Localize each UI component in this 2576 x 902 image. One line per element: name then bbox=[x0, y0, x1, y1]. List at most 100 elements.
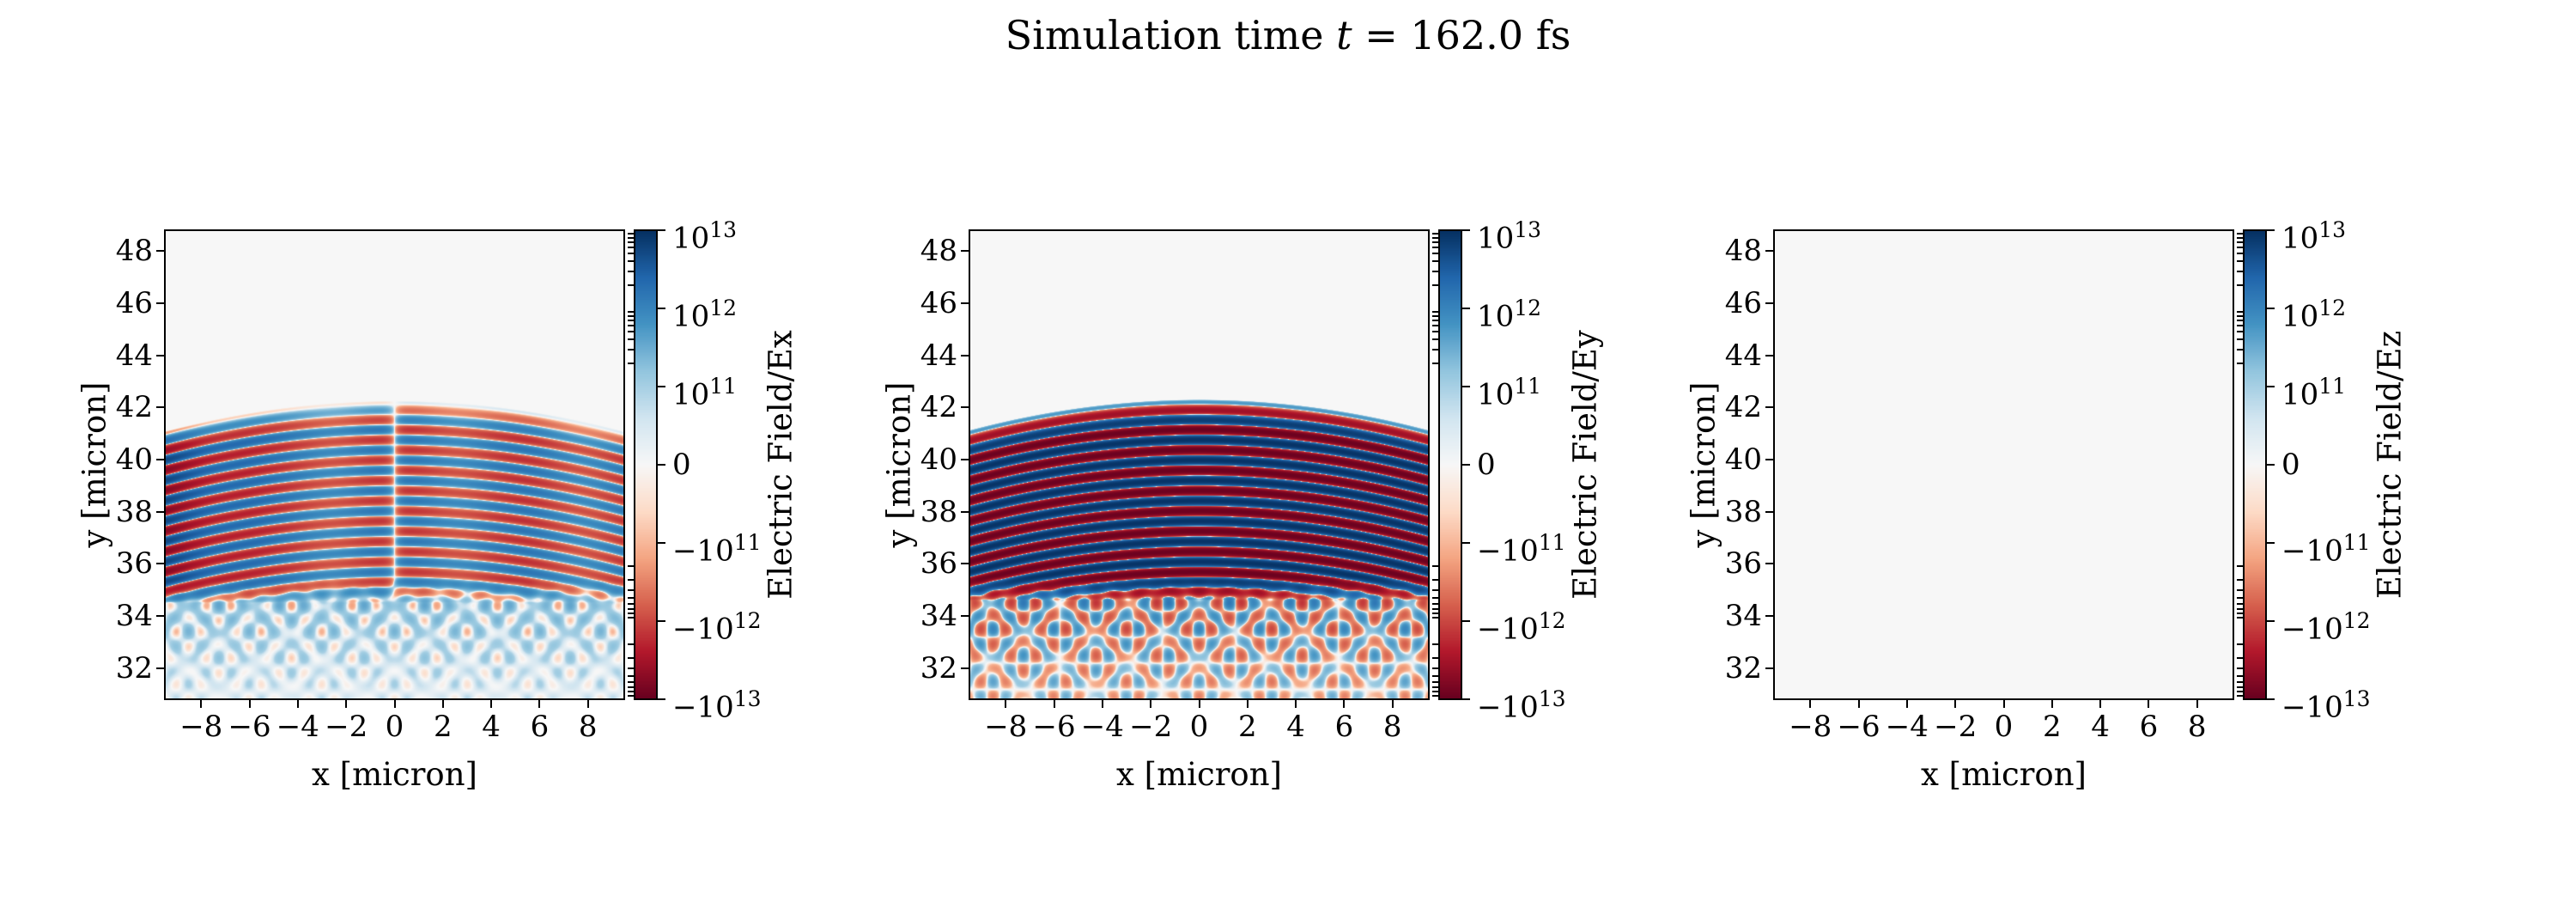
y-tick-label: 48 bbox=[1724, 234, 1762, 269]
x-tick-label: 4 bbox=[482, 710, 501, 744]
y-tick-mark bbox=[156, 563, 165, 565]
colorbar-gradient bbox=[1439, 230, 1461, 699]
y-tick-mark bbox=[961, 302, 969, 304]
colorbar-minor-tick bbox=[1432, 236, 1439, 239]
colorbar-minor-tick bbox=[1432, 247, 1439, 249]
colorbar-minor-tick bbox=[2237, 314, 2244, 317]
x-tick-label: 2 bbox=[2042, 710, 2062, 744]
y-tick-mark bbox=[156, 458, 165, 460]
colorbar-minor-tick bbox=[1432, 680, 1439, 683]
y-tick-label: 48 bbox=[920, 234, 957, 269]
colorbar-minor-tick bbox=[2237, 247, 2244, 249]
colorbar-minor-tick bbox=[628, 686, 635, 688]
y-tick-mark bbox=[1765, 302, 1774, 304]
colorbar-minor-tick bbox=[2237, 325, 2244, 327]
colorbar-tick-label: 1011 bbox=[672, 374, 738, 412]
colorbar-minor-tick bbox=[1432, 325, 1439, 327]
colorbar-minor-tick bbox=[628, 613, 635, 615]
x-tick-label-container: −8 −6 −4 −2 0 2 4 6 8 bbox=[1774, 710, 2233, 747]
colorbar-minor-tick bbox=[1432, 602, 1439, 605]
x-tick-mark bbox=[296, 699, 299, 708]
colorbar-minor-tick bbox=[1432, 331, 1439, 333]
x-tick-mark bbox=[1150, 699, 1152, 708]
y-tick-label: 36 bbox=[920, 546, 957, 582]
y-tick-label: 32 bbox=[115, 650, 153, 686]
colorbar-tick-mark bbox=[2267, 620, 2275, 622]
y-tick-label: 34 bbox=[1724, 598, 1762, 633]
x-tick-mark bbox=[1101, 699, 1103, 708]
colorbar-tick-mark bbox=[658, 308, 665, 309]
x-tick-label: 0 bbox=[385, 710, 404, 744]
y-tick-label: 36 bbox=[115, 546, 153, 582]
x-tick-label: 0 bbox=[1994, 710, 2014, 744]
y-tick-mark bbox=[1765, 614, 1774, 617]
y-tick-label: 44 bbox=[1724, 338, 1762, 373]
colorbar-axis-label: Electric Field/Ey bbox=[1566, 330, 1604, 600]
colorbar-minor-tick bbox=[628, 667, 635, 669]
y-tick-label: 44 bbox=[920, 338, 957, 373]
colorbar-minor-tick bbox=[1432, 691, 1439, 693]
colorbar-minor-tick bbox=[628, 691, 635, 693]
colorbar-minor-tick bbox=[1432, 657, 1439, 660]
x-tick-label: −2 bbox=[1129, 710, 1173, 744]
y-tick-label: 46 bbox=[1724, 285, 1762, 320]
y-tick-mark bbox=[156, 406, 165, 409]
colorbar-tick-mark bbox=[2267, 542, 2275, 544]
colorbar-tick-label: 1013 bbox=[2281, 217, 2347, 256]
colorbar-minor-tick bbox=[628, 362, 635, 364]
y-tick-mark bbox=[1765, 563, 1774, 565]
colorbar-tick-label: −1012 bbox=[1477, 608, 1566, 647]
colorbar-minor-tick bbox=[1432, 338, 1439, 341]
x-tick-mark bbox=[1053, 699, 1055, 708]
colorbar-minor-tick bbox=[628, 270, 635, 272]
x-tick-label: −2 bbox=[1934, 710, 1978, 744]
colorbar-minor-tick bbox=[1432, 270, 1439, 272]
x-tick-label-container: −8 −6 −4 −2 0 2 4 6 8 bbox=[165, 710, 624, 747]
x-tick-label-container: −8 −6 −4 −2 0 2 4 6 8 bbox=[969, 710, 1429, 747]
colorbar-minor-tick bbox=[1432, 616, 1439, 619]
colorbar-minor-tick bbox=[628, 236, 635, 239]
x-tick-label: −4 bbox=[276, 710, 319, 744]
colorbar-minor-tick bbox=[628, 607, 635, 610]
colorbar-minor-tick bbox=[628, 311, 635, 314]
colorbar-ey: Electric Field/Ey 1013 1012 1011 0 −1011 −101… bbox=[1432, 217, 1765, 724]
x-tick-label: −6 bbox=[1837, 710, 1880, 744]
colorbar-tick-label: 1011 bbox=[1477, 374, 1542, 412]
colorbar-tick-mark bbox=[658, 464, 665, 466]
colorbar-minor-tick bbox=[2237, 691, 2244, 693]
colorbar-minor-tick bbox=[628, 338, 635, 341]
colorbar-tick-mark bbox=[1462, 542, 1470, 544]
colorbar-minor-tick bbox=[2237, 588, 2244, 591]
colorbar-minor-tick bbox=[628, 643, 635, 646]
colorbar-minor-tick bbox=[1432, 253, 1439, 255]
y-tick-mark bbox=[156, 354, 165, 357]
colorbar-minor-tick bbox=[1432, 674, 1439, 677]
axes-area-ez bbox=[1765, 229, 2234, 708]
y-tick-mark bbox=[1765, 667, 1774, 669]
colorbar-tick-label: −1011 bbox=[672, 530, 762, 569]
colorbar-minor-tick bbox=[1432, 348, 1439, 350]
colorbar-minor-tick bbox=[1432, 607, 1439, 610]
colorbar-minor-tick bbox=[1432, 314, 1439, 317]
colorbar-minor-tick bbox=[628, 241, 635, 244]
colorbar-minor-tick bbox=[1432, 667, 1439, 669]
y-tick-mark bbox=[156, 614, 165, 617]
figure-title: Simulation time t = 162.0 fs bbox=[0, 12, 2576, 58]
y-tick-mark bbox=[1765, 510, 1774, 513]
title-prefix: Simulation time bbox=[1005, 12, 1337, 58]
subplot-ez: y [micron] 32 34 36 38 40 42 44 46 48 −8 −6 −4 −2 0 2… bbox=[1686, 217, 2576, 849]
colorbar-tick-label: 1013 bbox=[1477, 217, 1542, 256]
colorbar-minor-tick bbox=[628, 674, 635, 677]
x-tick-mark bbox=[1809, 699, 1812, 708]
x-axis-label: x [micron] bbox=[1921, 756, 2087, 793]
x-tick-mark bbox=[200, 699, 203, 708]
x-axis-label: x [micron] bbox=[312, 756, 477, 793]
x-tick-label: 2 bbox=[1237, 710, 1257, 744]
x-tick-label: −6 bbox=[228, 710, 271, 744]
x-tick-mark bbox=[393, 699, 396, 708]
colorbar-tick-label: 0 bbox=[1477, 448, 1496, 482]
x-tick-mark bbox=[1343, 699, 1346, 708]
colorbar-minor-tick bbox=[2237, 348, 2244, 350]
x-tick-mark bbox=[586, 699, 589, 708]
